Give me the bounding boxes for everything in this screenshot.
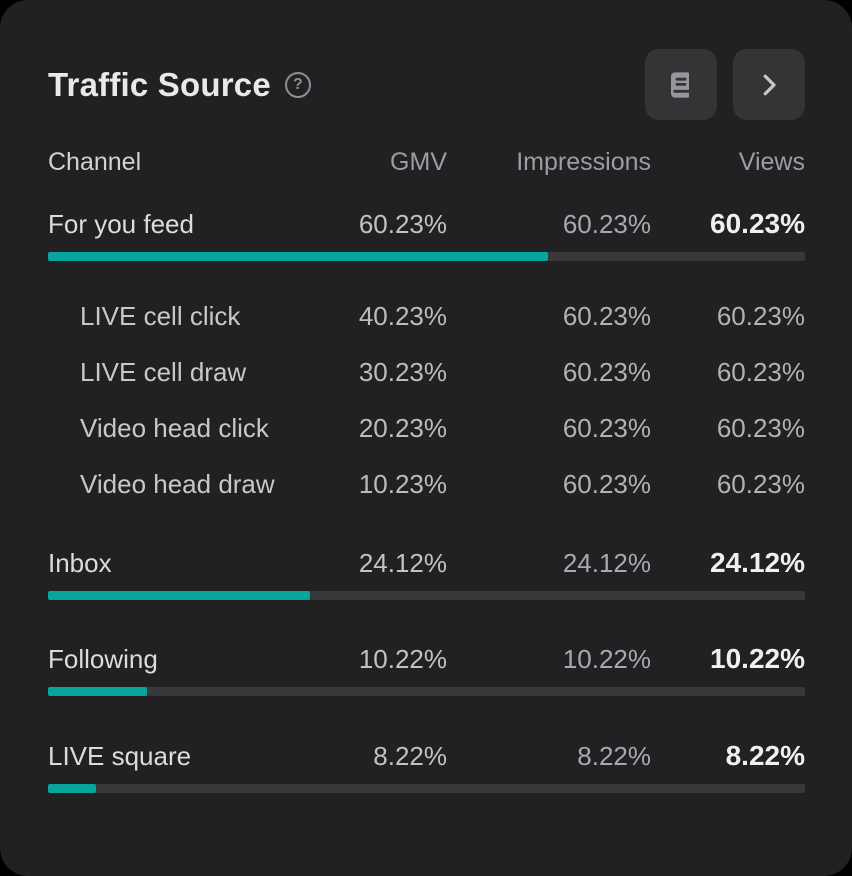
- views-value: 60.23%: [710, 208, 805, 239]
- row-label: LIVE cell draw: [80, 356, 247, 387]
- table-row-live-cell-click: LIVE cell click 40.23% 60.23% 60.23%: [48, 288, 805, 344]
- views-value: 60.23%: [716, 356, 805, 387]
- progress-bar-fill: [48, 784, 96, 793]
- table-row-video-head-click: Video head click 20.23% 60.23% 60.23%: [48, 400, 805, 456]
- gmv-value: 60.23%: [358, 208, 447, 239]
- table-row-inbox[interactable]: Inbox 24.12% 24.12% 24.12%: [48, 538, 805, 588]
- views-value: 60.23%: [716, 468, 805, 499]
- for-you-feed-subrows: LIVE cell click 40.23% 60.23% 60.23% LIV…: [48, 288, 805, 512]
- report-button[interactable]: [645, 49, 717, 120]
- impressions-value: 10.22%: [562, 643, 651, 674]
- table-header-row: Channel GMV Impressions Views: [48, 142, 805, 182]
- page-title: Traffic Source: [48, 65, 271, 103]
- table-row-live-cell-draw: LIVE cell draw 30.23% 60.23% 60.23%: [48, 344, 805, 400]
- gmv-value: 20.23%: [358, 412, 447, 443]
- gmv-value: 30.23%: [358, 356, 447, 387]
- views-value: 60.23%: [716, 412, 805, 443]
- help-icon[interactable]: ?: [284, 71, 311, 98]
- impressions-value: 8.22%: [577, 740, 651, 771]
- expand-button[interactable]: [733, 49, 805, 120]
- gmv-value: 10.22%: [358, 643, 447, 674]
- progress-bar-fill: [48, 591, 310, 600]
- progress-bar-for-you-feed: [48, 252, 805, 261]
- gmv-value: 10.23%: [358, 468, 447, 499]
- table-row-following[interactable]: Following 10.22% 10.22% 10.22%: [48, 634, 805, 684]
- gmv-value: 8.22%: [373, 740, 447, 771]
- header-actions: [645, 49, 805, 120]
- row-label: LIVE cell click: [80, 300, 241, 331]
- views-value: 24.12%: [710, 547, 805, 578]
- impressions-value: 60.23%: [562, 356, 651, 387]
- row-label: Video head click: [80, 412, 269, 443]
- progress-bar-fill: [48, 687, 148, 696]
- row-label: Video head draw: [80, 468, 275, 499]
- impressions-value: 60.23%: [562, 208, 651, 239]
- gmv-value: 24.12%: [358, 547, 447, 578]
- row-label: LIVE square: [48, 740, 192, 771]
- progress-bar-live-square: [48, 784, 805, 793]
- table-row-video-head-draw: Video head draw 10.23% 60.23% 60.23%: [48, 456, 805, 512]
- impressions-value: 24.12%: [562, 547, 651, 578]
- table-row-for-you-feed[interactable]: For you feed 60.23% 60.23% 60.23%: [48, 199, 805, 249]
- column-header-impressions: Impressions: [516, 147, 651, 176]
- column-header-gmv: GMV: [390, 147, 447, 176]
- book-icon: [665, 69, 697, 101]
- column-header-views: Views: [738, 147, 805, 176]
- progress-bar-following: [48, 687, 805, 696]
- title-wrap: Traffic Source ?: [48, 66, 311, 104]
- traffic-source-table: Channel GMV Impressions Views For you fe…: [48, 142, 805, 793]
- impressions-value: 60.23%: [562, 300, 651, 331]
- progress-bar-fill: [48, 252, 548, 261]
- views-value: 60.23%: [716, 300, 805, 331]
- row-label: For you feed: [48, 208, 194, 239]
- impressions-value: 60.23%: [562, 412, 651, 443]
- chevron-right-icon: [754, 70, 784, 100]
- impressions-value: 60.23%: [562, 468, 651, 499]
- card-header: Traffic Source ?: [48, 49, 805, 120]
- views-value: 8.22%: [725, 740, 805, 771]
- column-header-channel: Channel: [48, 147, 142, 176]
- row-label: Following: [48, 643, 158, 674]
- row-label: Inbox: [48, 547, 112, 578]
- views-value: 10.22%: [710, 643, 805, 674]
- table-row-live-square[interactable]: LIVE square 8.22% 8.22% 8.22%: [48, 731, 805, 781]
- gmv-value: 40.23%: [358, 300, 447, 331]
- progress-bar-inbox: [48, 591, 805, 600]
